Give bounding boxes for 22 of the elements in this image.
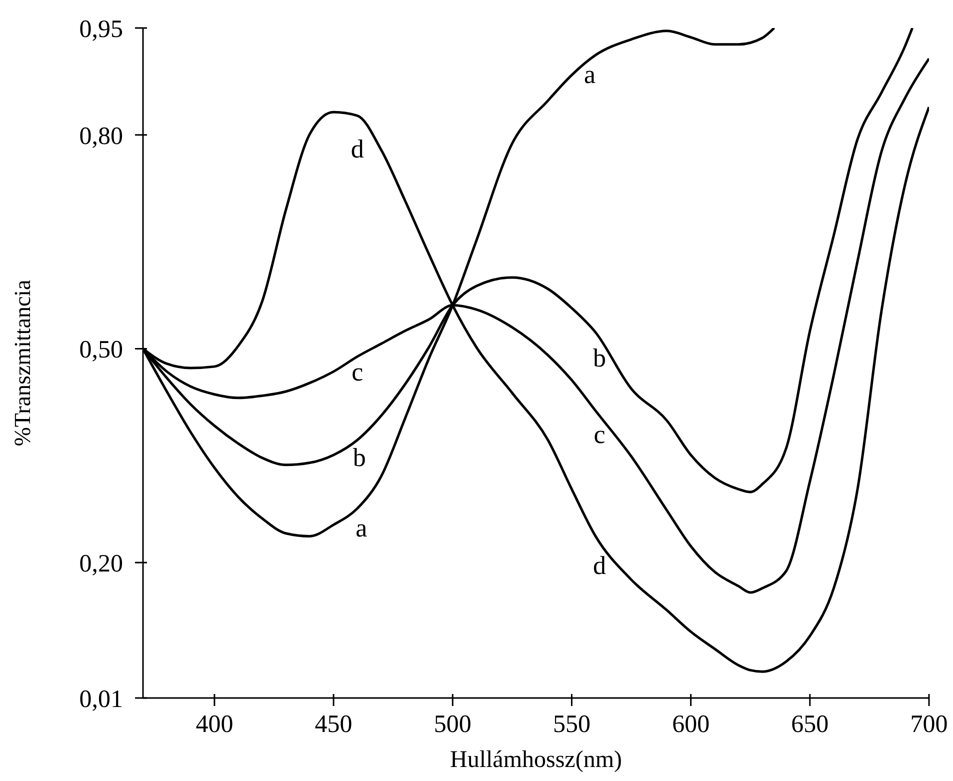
y-tick-label: 0,01 — [79, 686, 123, 713]
x-tick-label: 700 — [910, 711, 948, 738]
text: b — [593, 343, 606, 372]
series-label: c — [594, 420, 606, 449]
text: d — [350, 134, 364, 164]
y-tick-label: 0,80 — [79, 122, 123, 150]
x-tick-label: 500 — [434, 711, 472, 738]
series-label: b — [352, 442, 366, 472]
text: a — [584, 60, 596, 90]
x-axis-title: Hullámhossz(nm) — [450, 747, 622, 773]
y-axis-title: %Transzmittancia — [10, 280, 36, 446]
text: c — [352, 358, 364, 387]
y-tick-label: 0,50 — [79, 336, 123, 364]
x-tick-label: 400 — [196, 711, 234, 738]
x-tick-label: 450 — [314, 711, 352, 738]
x-tick-label: 600 — [672, 711, 710, 738]
y-tick-label: 0,95 — [79, 16, 123, 43]
x-tick-label: 550 — [552, 711, 590, 738]
series-label: a — [356, 513, 368, 542]
x-tick-label: 650 — [791, 711, 829, 738]
y-tick-label: 0,20 — [79, 550, 123, 578]
series-label: d — [593, 551, 606, 580]
